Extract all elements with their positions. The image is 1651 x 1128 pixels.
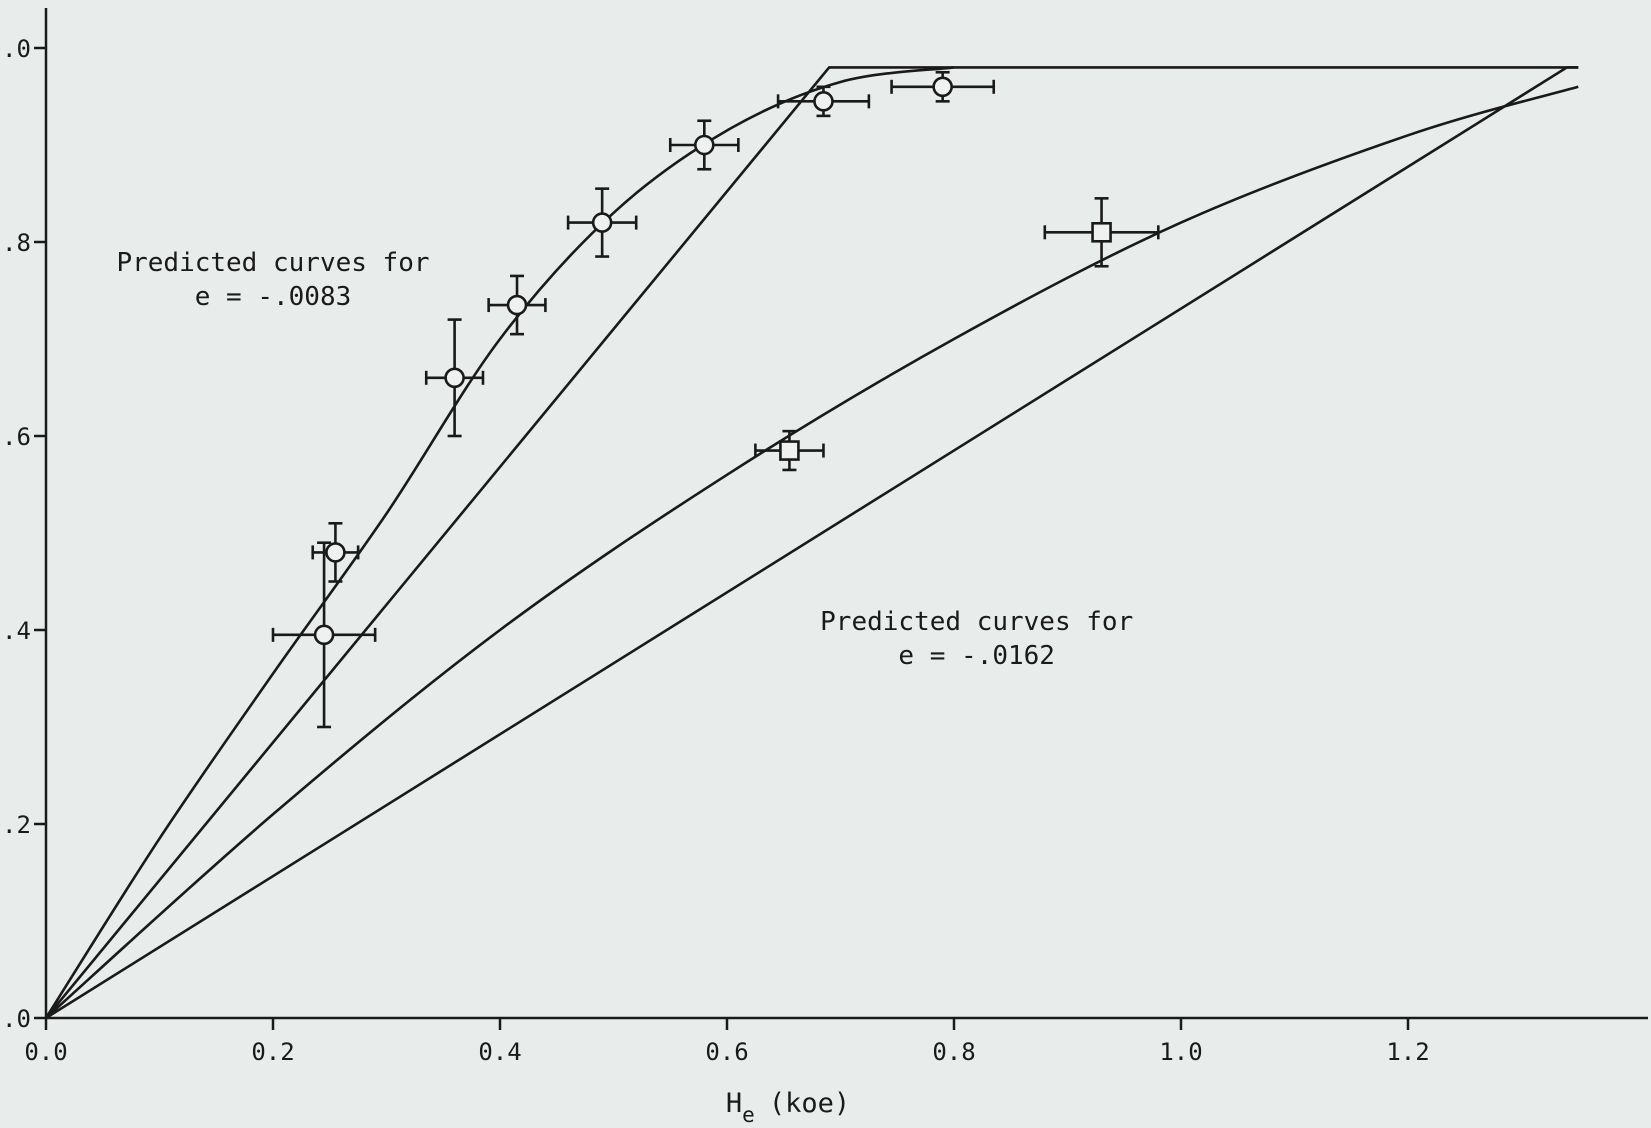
predicted-curve-4 [45, 66, 1579, 1020]
predicted-curve-2 [44, 66, 1579, 1019]
predicted-curve-1 [44, 66, 955, 1019]
predicted-curves [44, 66, 1579, 1020]
square-data-point [1043, 197, 1160, 268]
annotations: Predicted curves for e = -.0083Predicted … [116, 248, 1133, 671]
x-tick-label: 0.6 [705, 1038, 748, 1066]
square-data-point [754, 429, 825, 472]
y-tick-label: .6 [2, 423, 31, 451]
x-tick-label: 0.8 [932, 1038, 975, 1066]
circle-data-point [776, 85, 871, 118]
data-points [271, 70, 1160, 729]
annotation-2: Predicted curves for e = -.0162 [820, 607, 1133, 671]
x-tick-label: 0.0 [24, 1038, 67, 1066]
circle-marker [932, 76, 953, 98]
x-tick-label: 1.2 [1386, 1038, 1429, 1066]
square-marker [779, 440, 800, 461]
square-marker [1091, 222, 1112, 243]
annotation-1: Predicted curves for e = -.0083 [116, 248, 429, 312]
predicted-curve-3 [45, 85, 1579, 1019]
y-tick-label: .4 [2, 617, 31, 645]
annotation-line: e = -.0083 [195, 282, 352, 312]
ticks: 0.0 0.2 0.4 0.6 0.8 1.0 1.2 .0 .2 .4 .6 .8 .0 [2, 35, 1430, 1066]
circle-data-point [487, 274, 547, 336]
circle-marker [693, 134, 715, 156]
circle-data-point [668, 119, 740, 171]
x-axis-title-unit: (koe) [769, 1088, 850, 1119]
circle-data-point [271, 541, 377, 729]
annotation-line: e = -.0162 [898, 641, 1055, 671]
x-axis-title-subscript: e [742, 1103, 755, 1127]
axes [44, 8, 1648, 1020]
x-tick-label: 1.0 [1159, 1038, 1202, 1066]
annotation-line: Predicted curves for [116, 248, 429, 278]
circle-data-point [424, 318, 485, 438]
x-axis-title: He (koe) [726, 1088, 850, 1127]
y-tick-label: .0 [2, 1005, 31, 1033]
circle-data-point [566, 187, 638, 258]
circle-marker [591, 212, 613, 233]
circle-marker [506, 294, 528, 316]
x-axis-title-main: H [726, 1088, 742, 1119]
x-tick-label: 0.4 [478, 1038, 521, 1066]
circle-marker [813, 91, 834, 112]
annotation-line: Predicted curves for [820, 607, 1133, 637]
y-tick-label: .8 [2, 229, 31, 257]
circle-data-point [890, 70, 996, 103]
y-tick-label: .2 [2, 811, 31, 839]
circle-marker [313, 624, 335, 646]
circle-marker [444, 367, 465, 389]
y-tick-label: .0 [2, 35, 31, 63]
circle-data-point [311, 521, 360, 583]
circle-marker [325, 542, 346, 563]
x-tick-label: 0.2 [251, 1038, 294, 1066]
